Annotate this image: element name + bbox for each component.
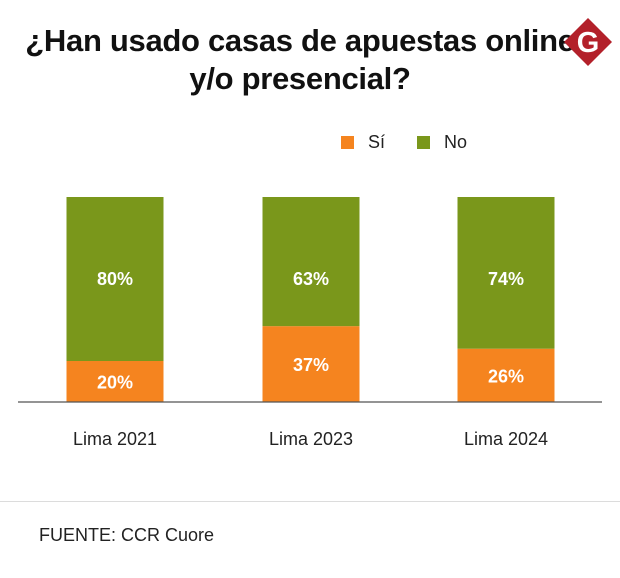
bar-segment-no	[457, 197, 555, 349]
chart-title: ¿Han usado casas de apuestas online y/o …	[25, 23, 575, 96]
bar-segment-no	[66, 197, 164, 361]
legend-label-no: No	[444, 131, 468, 152]
x-tick-label: Lima 2021	[73, 429, 157, 449]
data-label: 80%	[97, 269, 133, 289]
legend-label-si: Sí	[368, 131, 386, 152]
bar-segment-si	[457, 348, 555, 402]
x-tick-label: Lima 2023	[269, 429, 353, 449]
footer-divider	[0, 501, 620, 502]
x-tick-label: Lima 2024	[464, 429, 548, 449]
logo-diamond	[564, 18, 612, 66]
chart-legend: Sí No	[341, 131, 467, 153]
legend-item-si: Sí	[341, 132, 385, 153]
stacked-bar-chart: 20% 80% Lima 2021 37% 63% Lima 2023 26% 74% Lima…	[18, 197, 602, 449]
legend-item-no: No	[417, 132, 467, 153]
data-label: 26%	[488, 366, 524, 386]
legend-swatch-no	[417, 135, 431, 149]
bar-segment-si	[66, 361, 164, 402]
logo-letter: G	[577, 27, 600, 59]
data-label: 20%	[97, 373, 133, 393]
legend-swatch-si	[341, 135, 354, 149]
gestion-logo-icon: G	[564, 18, 612, 66]
bar-segment-si	[262, 326, 360, 402]
data-label: 63%	[293, 269, 329, 289]
data-label: 74%	[488, 269, 524, 289]
source-note: FUENTE: CCR Cuore	[39, 525, 215, 545]
data-label: 37%	[293, 355, 329, 375]
bar-segment-no	[262, 197, 360, 327]
